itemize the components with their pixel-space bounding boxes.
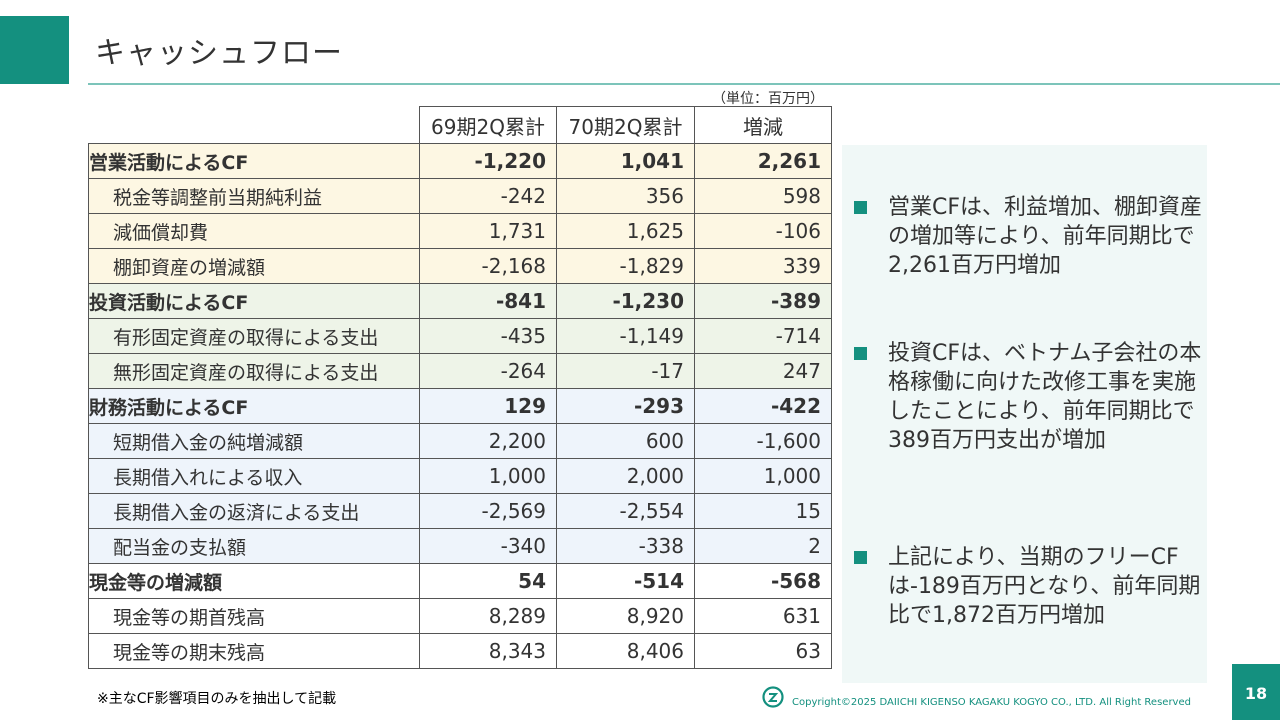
cashflow-table: 69期2Q累計 70期2Q累計 増減 営業活動によるCF -1,220 1,041 2… <box>88 106 832 669</box>
bullet-text: 上記により、当期のフリーCFは-189百万円となり、前年同期比で1,872百万円… <box>888 545 1201 628</box>
row-label: 財務活動によるCF <box>88 388 420 424</box>
value-cell: 1,000 <box>419 458 557 494</box>
value-cell: 2,261 <box>694 143 832 179</box>
value-cell: 600 <box>556 423 695 459</box>
value-cell: -568 <box>694 563 832 599</box>
row-label: 現金等の期首残高 <box>88 598 420 634</box>
value-cell: 598 <box>694 178 832 214</box>
table-header-row: 69期2Q累計 70期2Q累計 増減 <box>88 106 832 144</box>
value-cell: 339 <box>694 248 832 284</box>
column-header: 増減 <box>694 106 832 144</box>
value-cell: -293 <box>556 388 695 424</box>
table-section-row: 営業活動によるCF -1,220 1,041 2,261 <box>88 143 832 179</box>
bullet-square-icon <box>854 201 867 214</box>
bullet-square-icon <box>854 551 867 564</box>
value-cell: -1,600 <box>694 423 832 459</box>
summary-panel: 営業CFは、利益増加、棚卸資産の増加等により、前年同期比で2,261百万円増加 … <box>842 145 1207 683</box>
footnote: ※主なCF影響項目のみを抽出して記載 <box>97 691 337 707</box>
title-accent-block <box>0 16 69 84</box>
row-label: 現金等の期末残高 <box>88 633 420 669</box>
table-row: 現金等の期末残高 8,343 8,406 63 <box>88 633 832 669</box>
row-label: 無形固定資産の取得による支出 <box>88 353 420 389</box>
value-cell: -106 <box>694 213 832 249</box>
value-cell: 2,200 <box>419 423 557 459</box>
row-label: 短期借入金の純増減額 <box>88 423 420 459</box>
table-section-row: 現金等の増減額 54 -514 -568 <box>88 563 832 599</box>
value-cell: 1,000 <box>694 458 832 494</box>
value-cell: 247 <box>694 353 832 389</box>
value-cell: -1,220 <box>419 143 557 179</box>
table-body: 営業活動によるCF -1,220 1,041 2,261 税金等調整前当期純利益 -242… <box>88 143 832 669</box>
value-cell: 8,289 <box>419 598 557 634</box>
value-cell: -340 <box>419 528 557 564</box>
value-cell: -264 <box>419 353 557 389</box>
row-label: 減価償却費 <box>88 213 420 249</box>
value-cell: -514 <box>556 563 695 599</box>
table-row: 現金等の期首残高 8,289 8,920 631 <box>88 598 832 634</box>
header-blank-cell <box>88 106 420 144</box>
page-number: 18 <box>1232 664 1280 720</box>
bullet-text: 営業CFは、利益増加、棚卸資産の増加等により、前年同期比で2,261百万円増加 <box>888 195 1203 278</box>
table-row: 棚卸資産の増減額 -2,168 -1,829 339 <box>88 248 832 284</box>
title-divider <box>88 83 1280 85</box>
column-header: 69期2Q累計 <box>419 106 557 144</box>
value-cell: -242 <box>419 178 557 214</box>
bullet-square-icon <box>854 347 867 360</box>
table-row: 税金等調整前当期純利益 -242 356 598 <box>88 178 832 214</box>
value-cell: 8,406 <box>556 633 695 669</box>
row-label: 棚卸資産の増減額 <box>88 248 420 284</box>
value-cell: 356 <box>556 178 695 214</box>
value-cell: -1,149 <box>556 318 695 354</box>
row-label: 投資活動によるCF <box>88 283 420 319</box>
value-cell: 8,343 <box>419 633 557 669</box>
value-cell: 63 <box>694 633 832 669</box>
value-cell: 1,731 <box>419 213 557 249</box>
value-cell: 2,000 <box>556 458 695 494</box>
table-section-row: 投資活動によるCF -841 -1,230 -389 <box>88 283 832 319</box>
row-label: 長期借入金の返済による支出 <box>88 493 420 529</box>
value-cell: -1,829 <box>556 248 695 284</box>
value-cell: -389 <box>694 283 832 319</box>
value-cell: 631 <box>694 598 832 634</box>
value-cell: 8,920 <box>556 598 695 634</box>
row-label: 配当金の支払額 <box>88 528 420 564</box>
table-section-row: 財務活動によるCF 129 -293 -422 <box>88 388 832 424</box>
value-cell: -2,554 <box>556 493 695 529</box>
value-cell: 15 <box>694 493 832 529</box>
table-row: 無形固定資産の取得による支出 -264 -17 247 <box>88 353 832 389</box>
value-cell: -435 <box>419 318 557 354</box>
page-title: キャッシュフロー <box>95 36 343 71</box>
table-row: 有形固定資産の取得による支出 -435 -1,149 -714 <box>88 318 832 354</box>
unit-note: （単位：百万円） <box>712 91 824 107</box>
row-label: 現金等の増減額 <box>88 563 420 599</box>
table-row: 長期借入金の返済による支出 -2,569 -2,554 15 <box>88 493 832 529</box>
row-label: 有形固定資産の取得による支出 <box>88 318 420 354</box>
value-cell: -422 <box>694 388 832 424</box>
copyright-text: Copyright©2025 DAIICHI KIGENSO KAGAKU KO… <box>792 697 1191 708</box>
value-cell: 2 <box>694 528 832 564</box>
value-cell: 129 <box>419 388 557 424</box>
value-cell: 54 <box>419 563 557 599</box>
value-cell: -17 <box>556 353 695 389</box>
table-row: 長期借入れによる収入 1,000 2,000 1,000 <box>88 458 832 494</box>
row-label: 長期借入れによる収入 <box>88 458 420 494</box>
bullet-text: 投資CFは、ベトナム子会社の本格稼働に向けた改修工事を実施したことにより、前年同… <box>888 341 1202 453</box>
table-row: 減価償却費 1,731 1,625 -106 <box>88 213 832 249</box>
table-row: 配当金の支払額 -340 -338 2 <box>88 528 832 564</box>
value-cell: -841 <box>419 283 557 319</box>
row-label: 営業活動によるCF <box>88 143 420 179</box>
value-cell: -1,230 <box>556 283 695 319</box>
value-cell: 1,625 <box>556 213 695 249</box>
company-logo-icon <box>762 686 784 708</box>
value-cell: -2,569 <box>419 493 557 529</box>
table-row: 短期借入金の純増減額 2,200 600 -1,600 <box>88 423 832 459</box>
row-label: 税金等調整前当期純利益 <box>88 178 420 214</box>
value-cell: 1,041 <box>556 143 695 179</box>
column-header: 70期2Q累計 <box>556 106 695 144</box>
value-cell: -714 <box>694 318 832 354</box>
value-cell: -2,168 <box>419 248 557 284</box>
value-cell: -338 <box>556 528 695 564</box>
